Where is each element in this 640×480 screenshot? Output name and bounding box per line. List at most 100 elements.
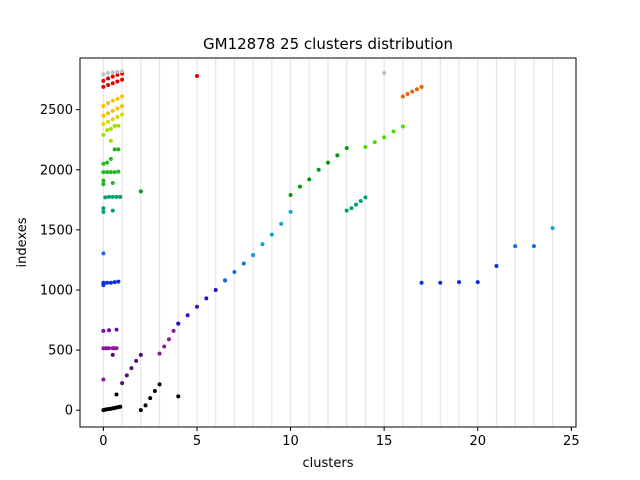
plot-frame [79,57,577,428]
data-point [108,126,113,131]
data-point [101,377,106,382]
data-point [194,304,199,309]
data-point [114,392,119,397]
data-point [101,84,106,89]
data-point [335,153,340,158]
data-point [101,122,106,127]
x-tick-label: 5 [193,434,201,449]
data-point [194,74,199,79]
data-point [120,69,125,74]
data-point [457,280,462,285]
data-point [106,76,111,81]
data-point [316,167,321,172]
data-point [124,373,129,378]
data-point [349,206,354,211]
data-point [115,96,120,101]
y-tick-label: 2000 [40,163,73,178]
data-points [101,69,555,413]
data-point [108,170,113,175]
data-point [105,128,110,133]
data-point [288,193,293,198]
data-point [129,366,134,371]
data-point [363,144,368,149]
data-point [475,280,480,285]
data-point [269,232,274,237]
data-point [354,202,359,207]
data-point [260,242,265,247]
data-point [344,208,349,213]
data-point [550,226,555,231]
data-point [101,209,106,214]
data-point [143,403,148,408]
data-point [105,170,110,175]
y-axis-ticks: 0 500 1000 1500 2000 2500 [40,103,80,419]
data-point [115,106,120,111]
data-point [114,346,119,351]
y-tick-label: 1500 [40,223,73,238]
data-point [114,327,119,332]
data-point [108,156,113,161]
data-point [120,94,125,99]
data-point [106,101,111,106]
data-point [101,328,106,333]
data-point [531,244,536,249]
x-tick-label: 20 [469,434,486,449]
data-point [110,108,115,113]
data-point [115,79,120,84]
data-point [438,280,443,285]
data-point [120,77,125,82]
data-point [106,111,111,116]
data-point [101,161,106,166]
data-point [106,71,111,76]
data-point [251,253,256,258]
data-point [213,287,218,292]
data-point [116,147,121,152]
data-point [116,123,121,128]
data-point [118,194,123,199]
data-point [101,251,106,256]
y-tick-label: 1000 [40,283,73,298]
data-point [101,170,106,175]
data-point [171,328,176,333]
data-point [419,280,424,285]
data-point [103,195,108,200]
data-point [494,263,499,268]
data-point [105,280,110,285]
data-point [101,182,106,187]
data-point [120,381,125,386]
data-point [400,94,405,99]
data-point [107,328,112,333]
data-point [108,280,113,285]
data-point [326,160,330,165]
data-point [382,71,387,76]
data-point [101,113,106,118]
data-point [112,123,117,128]
data-point [297,184,302,189]
x-axis-ticks: 0 5 10 15 20 25 [99,427,580,449]
data-point [101,104,106,109]
data-point [138,408,143,413]
data-point [185,313,190,318]
data-point [157,351,162,356]
x-tick-label: 10 [282,434,299,449]
data-point [101,206,106,211]
y-tick-label: 500 [48,344,73,359]
data-point [232,269,237,274]
chart-title: GM12878 25 clusters distribution [203,35,453,53]
data-point [112,170,117,175]
data-point [110,74,115,79]
data-point [101,280,106,285]
data-point [110,194,115,199]
data-point [115,114,120,119]
data-point [106,119,111,124]
data-point [391,129,396,134]
data-point [400,124,405,129]
data-point [107,194,112,199]
data-point [116,279,121,284]
data-point [107,346,112,351]
data-point [112,147,117,152]
data-point [288,209,293,214]
data-point [105,160,110,165]
data-point [120,104,125,109]
